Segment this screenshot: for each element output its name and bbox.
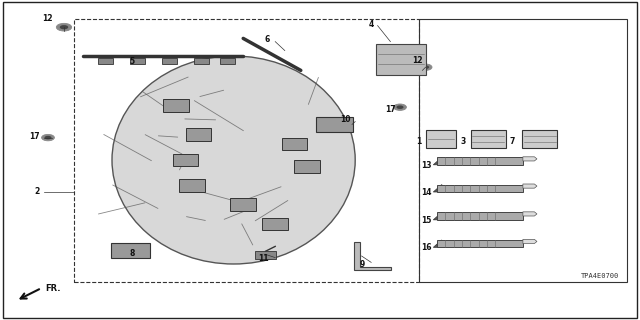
Circle shape	[397, 106, 404, 109]
FancyBboxPatch shape	[316, 117, 353, 132]
Text: 4: 4	[369, 20, 374, 29]
FancyBboxPatch shape	[194, 58, 209, 64]
Text: TPA4E0700: TPA4E0700	[581, 273, 620, 279]
FancyBboxPatch shape	[437, 240, 523, 247]
Polygon shape	[354, 242, 391, 270]
FancyBboxPatch shape	[262, 218, 288, 230]
Text: FR.: FR.	[45, 284, 61, 293]
Text: 8: 8	[129, 249, 134, 258]
Polygon shape	[523, 184, 537, 188]
Text: 6: 6	[265, 35, 270, 44]
FancyBboxPatch shape	[437, 185, 523, 192]
Text: 16: 16	[422, 244, 432, 252]
Polygon shape	[523, 212, 537, 216]
Text: 9: 9	[360, 260, 365, 269]
FancyBboxPatch shape	[162, 58, 177, 64]
FancyBboxPatch shape	[376, 44, 426, 75]
FancyBboxPatch shape	[255, 251, 276, 259]
Circle shape	[419, 64, 432, 70]
Text: 17: 17	[29, 132, 40, 141]
FancyBboxPatch shape	[220, 58, 235, 64]
Polygon shape	[523, 157, 537, 161]
Text: 13: 13	[422, 161, 432, 170]
FancyBboxPatch shape	[471, 130, 506, 148]
Circle shape	[422, 66, 429, 69]
Circle shape	[60, 25, 68, 29]
Text: 17: 17	[385, 105, 396, 114]
Text: 14: 14	[422, 188, 432, 197]
FancyBboxPatch shape	[111, 243, 150, 258]
Text: 7: 7	[510, 137, 515, 146]
Text: 3: 3	[460, 137, 465, 146]
Circle shape	[394, 104, 406, 110]
Polygon shape	[433, 212, 450, 220]
Ellipse shape	[112, 56, 355, 264]
Polygon shape	[433, 240, 450, 247]
Circle shape	[44, 136, 52, 140]
FancyBboxPatch shape	[130, 58, 145, 64]
Polygon shape	[433, 157, 450, 165]
Text: 11: 11	[259, 254, 269, 263]
Text: 5: 5	[129, 57, 134, 66]
Polygon shape	[523, 239, 537, 244]
Text: 1: 1	[417, 137, 422, 146]
FancyBboxPatch shape	[98, 58, 113, 64]
FancyBboxPatch shape	[230, 198, 256, 211]
FancyBboxPatch shape	[522, 130, 557, 148]
FancyBboxPatch shape	[282, 138, 307, 150]
FancyBboxPatch shape	[186, 128, 211, 141]
Circle shape	[56, 23, 72, 31]
Text: 10: 10	[340, 115, 351, 124]
Circle shape	[42, 134, 54, 141]
FancyBboxPatch shape	[426, 130, 456, 148]
FancyBboxPatch shape	[179, 179, 205, 192]
FancyBboxPatch shape	[173, 154, 198, 166]
FancyBboxPatch shape	[163, 99, 189, 112]
FancyBboxPatch shape	[294, 160, 320, 173]
Text: 12: 12	[412, 56, 422, 65]
Text: 2: 2	[35, 188, 40, 196]
Text: 12: 12	[42, 14, 52, 23]
Text: 15: 15	[422, 216, 432, 225]
Polygon shape	[433, 185, 450, 192]
FancyBboxPatch shape	[437, 212, 523, 220]
FancyBboxPatch shape	[437, 157, 523, 165]
